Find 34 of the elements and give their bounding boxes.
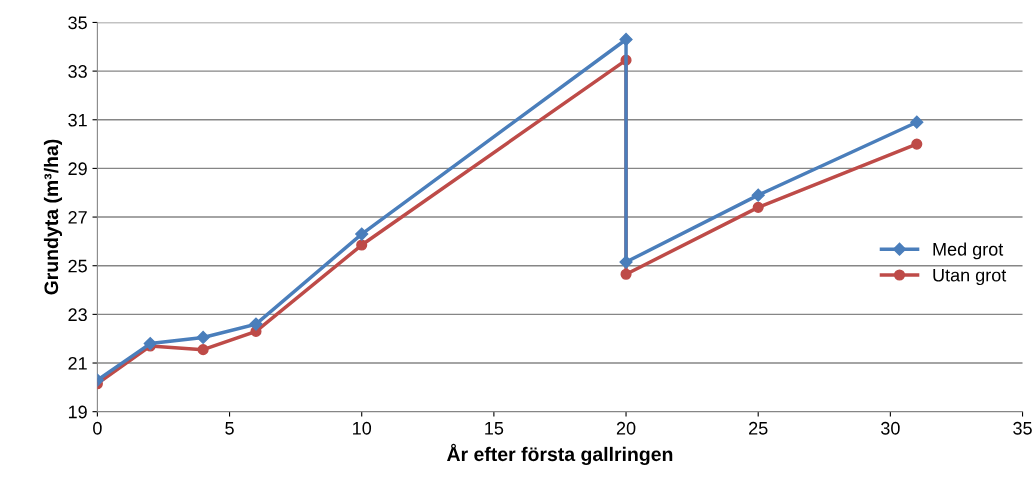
x-axis-title: År efter första gallringen [447, 443, 673, 466]
point [197, 344, 209, 356]
legend-label: Med grot [933, 242, 1004, 260]
point [355, 227, 369, 241]
point [620, 268, 632, 280]
point [619, 255, 633, 269]
legend-label: Utan grot [933, 268, 1007, 286]
x-tick-label: 20 [616, 421, 636, 435]
y-tick-label: 29 [68, 162, 87, 176]
x-tick-label: 25 [749, 421, 768, 435]
y-tick-label: 31 [68, 113, 87, 127]
y-axis-title: Grundyta (m³/ha) [43, 139, 63, 295]
y-tick-label: 25 [68, 259, 87, 273]
point [356, 239, 368, 251]
point [619, 32, 633, 47]
point [196, 330, 210, 345]
point [751, 188, 765, 202]
point [910, 115, 924, 129]
x-tick-label: 10 [353, 421, 372, 435]
x-tick-label: 15 [485, 422, 504, 435]
y-tick-label: 23 [68, 308, 87, 322]
point [752, 201, 764, 213]
x-tick-label: 30 [881, 421, 900, 435]
y-tick-label: 27 [68, 211, 87, 224]
y-tick-label: 33 [68, 65, 87, 78]
point [143, 336, 157, 351]
x-tick-label: 35 [1013, 421, 1032, 435]
point [911, 138, 923, 150]
y-tick-label: 35 [68, 16, 87, 30]
y-tick-label: 21 [68, 356, 87, 370]
x-tick-label: 0 [93, 421, 102, 435]
y-tick-label: 19 [68, 405, 87, 419]
point [249, 317, 263, 331]
x-tick-label: 5 [225, 422, 234, 435]
